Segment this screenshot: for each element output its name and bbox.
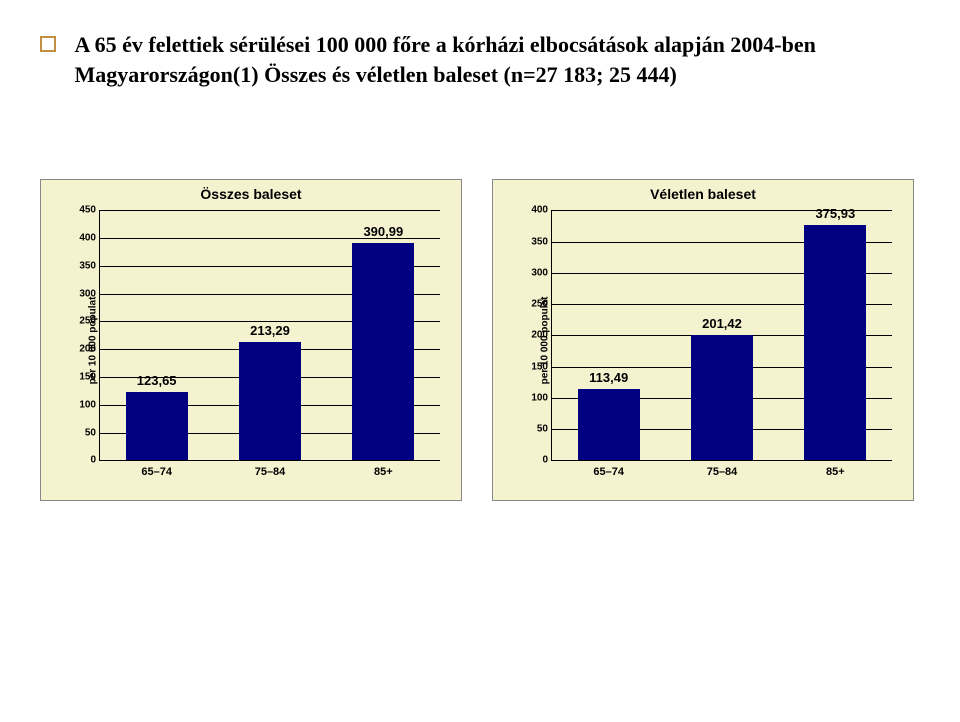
y-tick-label: 100 (531, 392, 552, 403)
bar (691, 335, 753, 461)
plot-area: 050100150200250300350400450123,6565–7421… (99, 210, 440, 461)
bar (126, 392, 188, 461)
plot-area: 050100150200250300350400113,4965–74201,4… (551, 210, 892, 461)
y-tick-label: 250 (531, 299, 552, 310)
y-tick-label: 200 (79, 344, 100, 355)
y-tick-label: 400 (531, 205, 552, 216)
chart-title-left: Összes baleset (41, 180, 461, 202)
bar-value-label: 213,29 (240, 323, 300, 338)
page-title: A 65 év felettiek sérülései 100 000 főre… (74, 30, 874, 89)
bar-value-label: 113,49 (579, 370, 639, 385)
bar (804, 225, 866, 460)
charts-row: Összes baleset per 10 000 populat0501001… (0, 99, 960, 501)
y-tick-label: 300 (531, 267, 552, 278)
y-tick-label: 100 (79, 399, 100, 410)
bar-value-label: 123,65 (127, 373, 187, 388)
y-tick-label: 150 (79, 372, 100, 383)
bar-value-label: 390,99 (353, 224, 413, 239)
y-tick-label: 150 (531, 361, 552, 372)
y-tick-label: 50 (85, 427, 100, 438)
chart-veletlen-baleset: Véletlen baleset per 10 000 populat05010… (492, 179, 914, 501)
header: A 65 év felettiek sérülései 100 000 főre… (0, 0, 960, 99)
bar-value-label: 201,42 (692, 316, 752, 331)
y-tick-label: 350 (79, 260, 100, 271)
y-tick-label: 50 (537, 424, 552, 435)
gridline (100, 210, 440, 211)
x-tick-label: 75–84 (707, 460, 738, 478)
bar (578, 389, 640, 460)
y-tick-label: 0 (542, 455, 552, 466)
y-tick-label: 200 (531, 330, 552, 341)
y-tick-label: 350 (531, 236, 552, 247)
y-tick-label: 0 (90, 455, 100, 466)
bullet-icon (40, 36, 56, 52)
x-tick-label: 65–74 (593, 460, 624, 478)
x-tick-label: 85+ (374, 460, 393, 478)
x-tick-label: 75–84 (255, 460, 286, 478)
x-tick-label: 65–74 (141, 460, 172, 478)
chart-osszes-baleset: Összes baleset per 10 000 populat0501001… (40, 179, 462, 501)
y-tick-label: 250 (79, 316, 100, 327)
bar (352, 243, 414, 460)
chart-title-right: Véletlen baleset (493, 180, 913, 202)
y-tick-label: 400 (79, 233, 100, 244)
x-tick-label: 85+ (826, 460, 845, 478)
bar-value-label: 375,93 (805, 206, 865, 221)
y-tick-label: 300 (79, 288, 100, 299)
y-tick-label: 450 (79, 205, 100, 216)
bar (239, 342, 301, 460)
